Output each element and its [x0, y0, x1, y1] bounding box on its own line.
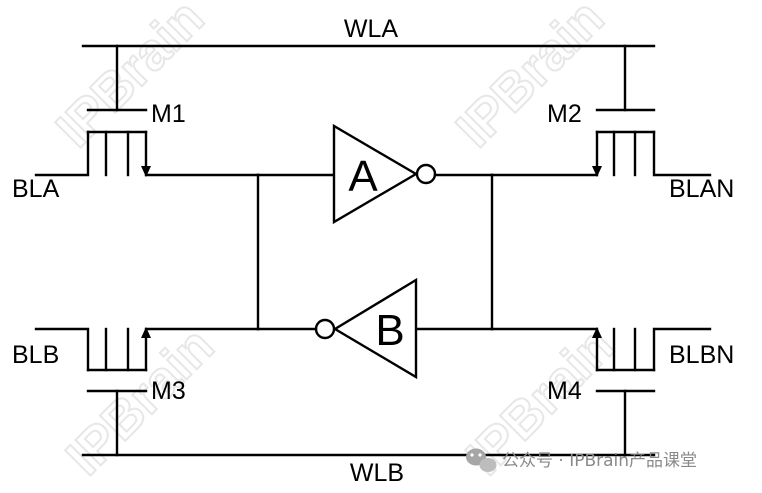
- m2-label: M2: [547, 100, 582, 128]
- wla-label: WLA: [344, 15, 399, 43]
- watermark-2: IPBrain: [445, 0, 615, 158]
- m3-label: M3: [151, 377, 186, 405]
- blbn-label: BLBN: [669, 341, 734, 369]
- inverter-b: [256, 277, 494, 380]
- inverter-a: [256, 123, 494, 225]
- transistor-m1: [34, 44, 260, 177]
- transistor-m4: [490, 327, 712, 457]
- m1-label: M1: [151, 100, 186, 128]
- bla-label: BLA: [12, 175, 60, 203]
- transistor-m2: [490, 44, 712, 177]
- transistor-m3: [34, 327, 260, 457]
- wlb-label: WLB: [350, 459, 404, 487]
- gate-b-label: B: [375, 306, 404, 355]
- gate-a-label: A: [348, 152, 378, 201]
- wechat-icon: [466, 448, 497, 472]
- watermark-1: IPBrain: [45, 0, 215, 158]
- blan-label: BLAN: [669, 175, 734, 203]
- m4-label: M4: [547, 377, 582, 405]
- watermark-3: IPBrain: [55, 317, 225, 487]
- blb-label: BLB: [12, 341, 59, 369]
- footer-text: 公众号 · IPBrain产品课堂: [502, 451, 697, 471]
- watermarks: IPBrain IPBrain IPBrain IPBrain: [44, 0, 626, 487]
